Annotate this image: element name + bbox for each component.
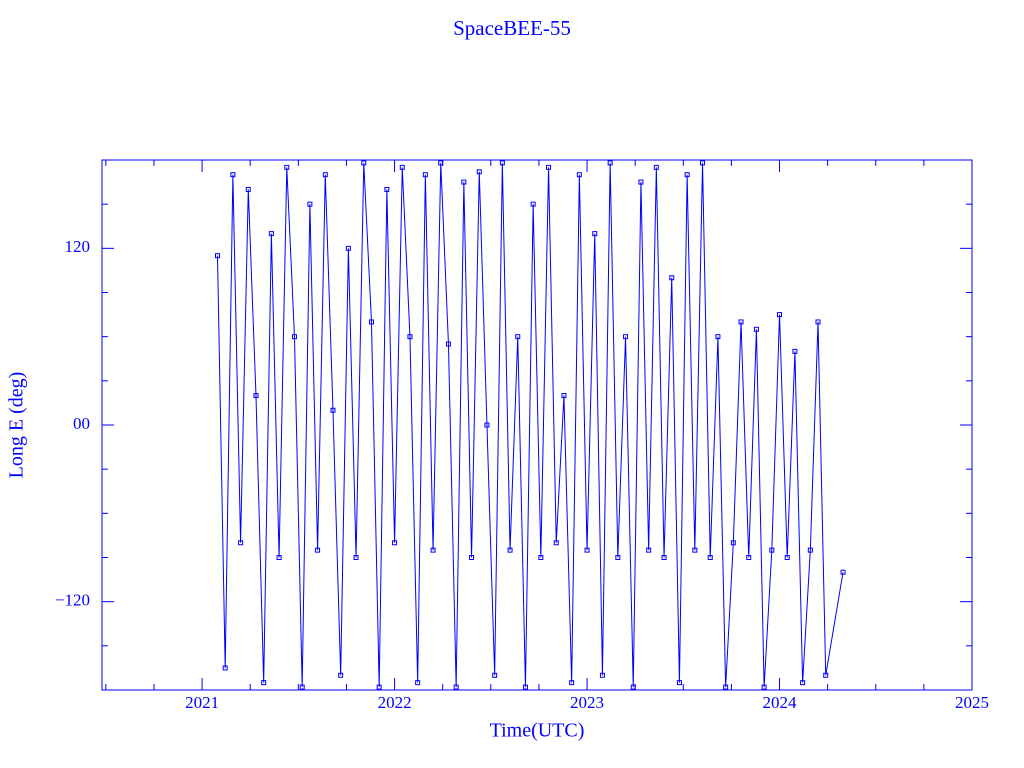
data-point <box>422 172 428 178</box>
x-axis-label: Time(UTC) <box>490 720 585 742</box>
data-point <box>584 547 590 553</box>
data-point <box>653 164 659 170</box>
data-point <box>399 164 405 170</box>
data-point <box>615 555 621 560</box>
x-tick-label: 2023 <box>570 693 604 712</box>
data-point <box>499 160 505 166</box>
data-point <box>222 665 228 671</box>
data-point <box>707 555 713 560</box>
data-point <box>530 201 536 207</box>
plot-frame <box>101 159 973 691</box>
data-point <box>630 684 636 690</box>
data-point <box>430 547 436 553</box>
data-point <box>214 253 220 259</box>
data-point <box>823 672 829 678</box>
data-point <box>407 334 413 340</box>
data-point <box>438 160 444 166</box>
data-point <box>307 201 313 207</box>
data-point <box>553 540 559 546</box>
data-point <box>607 160 613 166</box>
data-point <box>623 334 629 340</box>
data-point <box>338 672 344 678</box>
data-point <box>253 393 259 399</box>
data-point <box>353 555 359 560</box>
data-point <box>461 179 467 185</box>
data-point <box>807 547 813 553</box>
x-tick-label: 2021 <box>185 693 219 712</box>
data-point <box>453 684 459 690</box>
data-point <box>261 680 267 686</box>
data-point <box>761 684 767 690</box>
data-point <box>840 569 846 575</box>
data-point <box>476 169 482 175</box>
data-point <box>669 275 675 281</box>
data-point <box>700 160 706 166</box>
data-point <box>284 164 290 170</box>
data-point <box>268 231 274 237</box>
data-point <box>376 684 382 690</box>
x-tick-label: 2025 <box>955 693 989 712</box>
data-point <box>361 160 367 166</box>
y-axis-label: Long E (deg) <box>6 372 28 479</box>
data-point <box>276 555 282 560</box>
data-point <box>792 348 798 354</box>
data-point <box>815 319 821 325</box>
data-point <box>576 172 582 178</box>
y-tick-label: 00 <box>73 414 90 433</box>
data-point <box>322 172 328 178</box>
data-point <box>384 186 390 192</box>
data-line <box>216 162 844 688</box>
data-point <box>800 680 806 686</box>
data-point <box>746 555 752 560</box>
data-point <box>546 164 552 170</box>
data-point <box>738 319 744 325</box>
x-tick-label: 2024 <box>763 693 798 712</box>
data-point <box>692 547 698 553</box>
data-point <box>784 555 790 560</box>
data-point <box>507 547 513 553</box>
x-tick-label: 2022 <box>378 693 412 712</box>
data-point <box>315 547 321 553</box>
data-point <box>646 547 652 553</box>
data-point <box>661 555 667 560</box>
data-point <box>238 540 244 546</box>
data-point <box>515 334 521 340</box>
data-point <box>445 341 451 347</box>
data-point <box>730 540 736 546</box>
data-point <box>415 680 421 686</box>
data-point <box>469 555 475 560</box>
data-point <box>492 672 498 678</box>
data-point <box>522 684 528 690</box>
data-point <box>392 540 398 546</box>
chart-title: SpaceBEE-55 <box>453 16 571 40</box>
data-point <box>245 186 251 192</box>
data-point <box>753 326 759 332</box>
y-tick-label: −120 <box>55 591 90 610</box>
data-point <box>561 393 567 399</box>
data-point <box>538 555 544 560</box>
data-point <box>484 422 490 428</box>
data-point <box>684 172 690 178</box>
data-point <box>230 172 236 178</box>
y-tick-label: 120 <box>65 237 91 256</box>
data-point <box>676 680 682 686</box>
data-point <box>715 334 721 340</box>
data-point <box>330 407 336 413</box>
data-point <box>569 680 575 686</box>
data-point <box>599 672 605 678</box>
data-point <box>345 245 351 251</box>
data-point <box>723 684 729 690</box>
data-point <box>291 334 297 340</box>
data-point <box>592 231 598 237</box>
data-point <box>299 684 305 690</box>
data-point <box>368 319 374 325</box>
data-point <box>769 547 775 553</box>
data-point <box>638 179 644 185</box>
data-point <box>777 312 783 318</box>
